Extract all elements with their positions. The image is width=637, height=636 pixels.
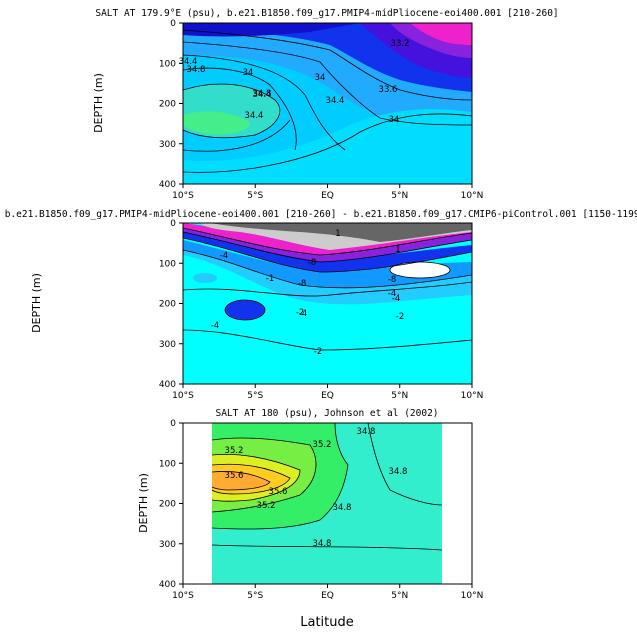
panel-2-contour-label: -2 (314, 347, 322, 357)
panel-1-contour-label: 33.6 (379, 85, 398, 95)
panel-2-contour-label: -4 (392, 294, 400, 304)
panel-2-title: b.e21.B1850.f09_g17.PMIP4-midPliocene-eo… (5, 209, 637, 220)
panel-1-y-tick-label: 300 (159, 140, 176, 150)
panel-3-ylabel: DEPTH (m) (137, 473, 150, 533)
panel-1: SALT AT 179.9°E (psu), b.e21.B1850.f09_g… (92, 8, 559, 201)
panel-3-contour-label: 35.2 (313, 440, 332, 450)
panel-2-contour-label: -1 (266, 274, 274, 284)
panel-2-y-tick-label: 100 (159, 259, 176, 269)
panel-3-contour-label: 35.6 (225, 471, 244, 481)
panel-3-contour-label: 34.8 (357, 427, 376, 437)
panel-3-contour-label: 34.8 (313, 539, 332, 549)
panel-2-x-tick-label: 10°S (172, 391, 194, 401)
panel-2-contour-label: 1 (335, 229, 340, 239)
panel-1-contour-label: 34.8 (187, 65, 206, 75)
panel-2-contour-label: -4 (388, 289, 396, 299)
panel-3-contour-label: 34.8 (389, 467, 408, 477)
panel-3-y-tick-label: 300 (159, 540, 176, 550)
panel-2-field (183, 223, 472, 384)
panel-1-x-tick-label: 10°N (461, 191, 484, 201)
panel-1-title: SALT AT 179.9°E (psu), b.e21.B1850.f09_g… (95, 8, 558, 19)
panel-1-x-tick-label: 5°S (247, 191, 263, 201)
panel-1-field (183, 23, 472, 184)
panel-2-x-tick-label: 5°N (391, 391, 408, 401)
panel-2-y-tick-label: 400 (159, 380, 176, 390)
panel-1-contour-label: 34.4 (179, 57, 198, 67)
panel-2-x-tick-label: 5°S (247, 391, 263, 401)
panel-1-contour-label: 34 (389, 115, 400, 125)
panel-2-contour-label: -4 (220, 251, 228, 261)
panel-2-contour-label: -8 (388, 275, 396, 285)
x-axis-label: Latitude (300, 615, 354, 630)
panel-1-contour-label: 34.4 (245, 111, 264, 121)
panel-1-ylabel: DEPTH (m) (92, 73, 105, 133)
panel-2-contour-label: -8 (298, 279, 306, 289)
panel-3-y-tick-label: 400 (159, 580, 176, 590)
panel-1-y-tick-label: 100 (159, 59, 176, 69)
panel-2-contour-label: -8 (308, 258, 316, 268)
panel-1-contour-label: 34 (315, 73, 326, 83)
panel-1-x-tick-label: 5°N (391, 191, 408, 201)
panel-3-y-tick-label: 200 (159, 500, 176, 510)
panel-1-y-tick-label: 200 (159, 100, 176, 110)
panel-2-ylabel: DEPTH (m) (30, 273, 43, 333)
panel-1-y-tick-label: 0 (170, 19, 176, 29)
panel-2-y-tick-label: 0 (170, 219, 176, 229)
panel-1-contour-label: 34.8 (253, 89, 272, 99)
panel-2: b.e21.B1850.f09_g17.PMIP4-midPliocene-eo… (5, 209, 637, 401)
panel-2-contour-label: -4 (299, 309, 307, 319)
panel-1-x-tick-label: 10°S (172, 191, 194, 201)
panel-3-contour-label: 35.2 (225, 446, 244, 456)
panel-2-x-tick-label: 10°N (461, 391, 484, 401)
panel-1-y-tick-label: 400 (159, 180, 176, 190)
panel-2-x-tick-label: EQ (321, 391, 334, 401)
panel-3-x-tick-label: 5°N (391, 591, 408, 601)
panel-3-y-tick-label: 100 (159, 459, 176, 469)
panel-1-contour-label: 34 (243, 68, 254, 78)
panel-1-contour-label: 34.4 (326, 96, 345, 106)
panel-3-x-tick-label: 10°N (461, 591, 484, 601)
panel-3-contour-label: 34.8 (333, 503, 352, 513)
panel-2-contour-label: -4 (211, 321, 219, 331)
panel-2-contour-label: 1 (395, 245, 400, 255)
panel-1-x-tick-label: EQ (321, 191, 334, 201)
panel-2-contour-label: -2 (296, 308, 304, 318)
panel-1-contour-label: 33.2 (391, 39, 410, 49)
panel-3-x-tick-label: EQ (321, 591, 334, 601)
panel-3-x-tick-label: 5°S (247, 591, 263, 601)
panel-3-field (183, 423, 472, 584)
panel-3-x-tick-label: 10°S (172, 591, 194, 601)
panel-3: SALT AT 180 (psu), Johnson et al (2002) … (137, 408, 483, 630)
panel-2-contour-label: -2 (396, 312, 404, 322)
panel-3-contour-label: 35.6 (269, 487, 288, 497)
panel-3-contour-label: 35.2 (257, 501, 276, 511)
panel-1-contour-label: 34.4 (253, 90, 272, 100)
panel-3-title: SALT AT 180 (psu), Johnson et al (2002) (215, 408, 438, 419)
panel-3-y-tick-label: 0 (170, 419, 176, 429)
panel-2-y-tick-label: 300 (159, 340, 176, 350)
panel-2-y-tick-label: 200 (159, 300, 176, 310)
